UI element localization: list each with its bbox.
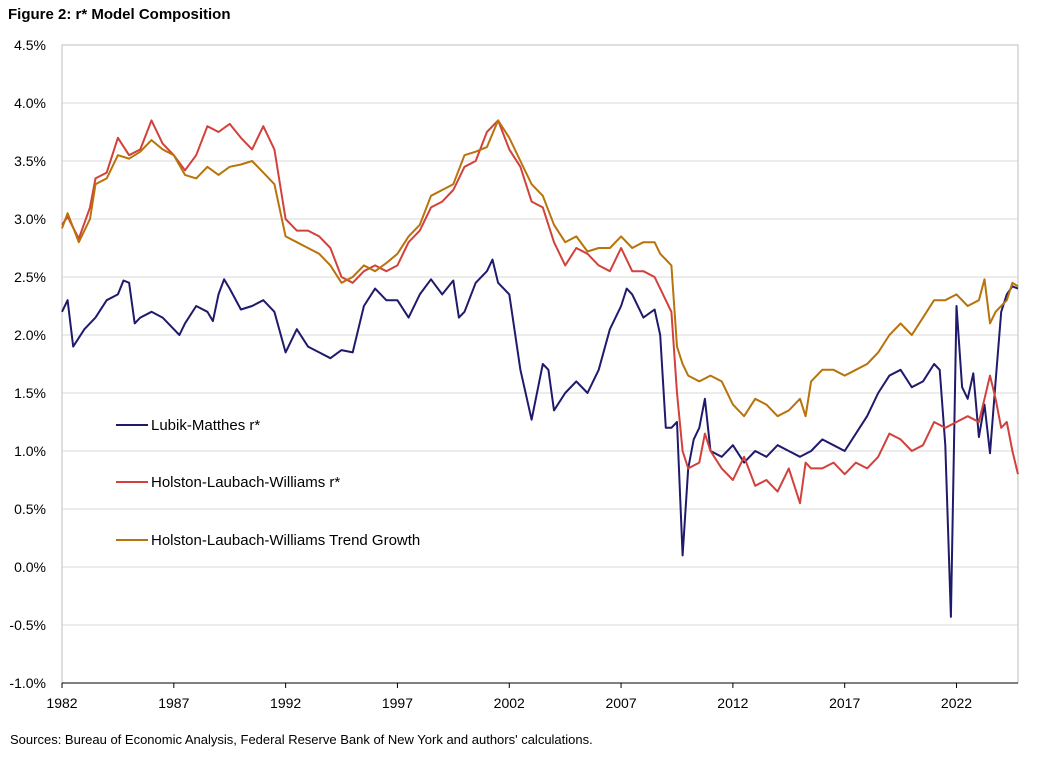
x-tick-label: 1992: [270, 695, 301, 711]
x-tick-label: 2007: [605, 695, 636, 711]
y-tick-label: -1.0%: [9, 675, 46, 691]
x-axis-ticks: 1982 1987 1992 1997 2002 2007 2012 2017 2022: [46, 683, 972, 711]
hlw-trend-growth-line: [61, 119, 1019, 418]
source-note: Sources: Bureau of Economic Analysis, Fe…: [10, 732, 593, 747]
x-tick-label: 2012: [717, 695, 748, 711]
legend-label: Lubik-Matthes r*: [151, 417, 260, 434]
y-tick-label: 0.5%: [14, 501, 46, 517]
x-tick-label: 2002: [494, 695, 525, 711]
lubik-matthes-line: [61, 258, 1019, 618]
y-tick-label: 2.5%: [14, 269, 46, 285]
legend-item-hlw-trend-growth: Holston-Laubach-Williams Trend Growth: [116, 532, 420, 549]
x-tick-label: 2022: [941, 695, 972, 711]
y-axis-ticks: -1.0% -0.5% 0.0% 0.5% 1.0% 1.5% 2.0% 2.5% 3.0% 3.…: [9, 37, 46, 691]
x-tick-label: 2017: [829, 695, 860, 711]
legend-label: Holston-Laubach-Williams Trend Growth: [151, 532, 420, 549]
y-tick-label: 2.0%: [14, 327, 46, 343]
series-lines: [61, 119, 1019, 618]
y-tick-label: 1.0%: [14, 443, 46, 459]
chart-title: Figure 2: r* Model Composition: [8, 6, 231, 23]
y-tick-label: -0.5%: [9, 617, 46, 633]
legend-label: Holston-Laubach-Williams r*: [151, 474, 340, 491]
legend-item-lubik-matthes: Lubik-Matthes r*: [116, 417, 260, 434]
x-tick-label: 1987: [158, 695, 189, 711]
legend: Lubik-Matthes r* Holston-Laubach-Williams…: [116, 417, 420, 549]
y-tick-label: 0.0%: [14, 559, 46, 575]
hlw-rstar-line: [61, 119, 1019, 505]
y-tick-label: 3.5%: [14, 153, 46, 169]
axes: [61, 44, 1019, 684]
y-tick-label: 3.0%: [14, 211, 46, 227]
plot-border: [61, 44, 1019, 684]
legend-item-hlw-rstar: Holston-Laubach-Williams r*: [116, 474, 340, 491]
x-tick-label: 1997: [382, 695, 413, 711]
gridlines: [62, 44, 1018, 684]
y-tick-label: 4.5%: [14, 37, 46, 53]
x-tick-label: 1982: [46, 695, 77, 711]
y-tick-label: 4.0%: [14, 95, 46, 111]
y-tick-label: 1.5%: [14, 385, 46, 401]
